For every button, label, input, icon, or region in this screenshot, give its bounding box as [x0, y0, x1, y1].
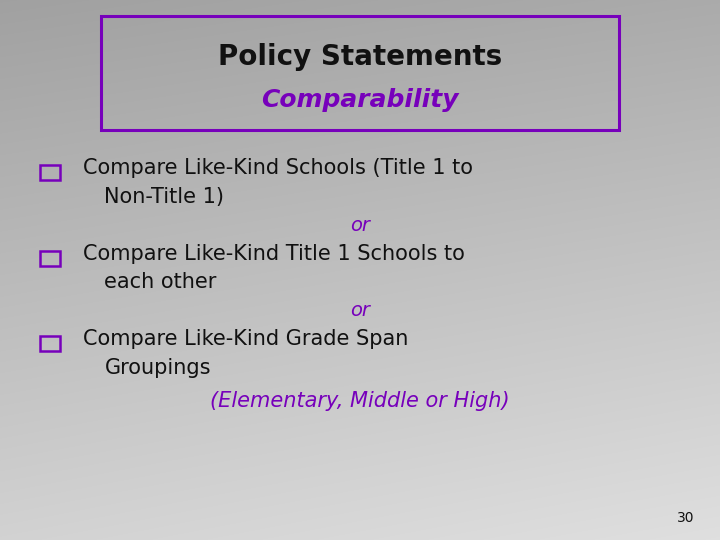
Text: Comparability: Comparability [261, 88, 459, 112]
Text: each other: each other [104, 272, 217, 293]
Text: or: or [350, 301, 370, 320]
Text: Compare Like-Kind Title 1 Schools to: Compare Like-Kind Title 1 Schools to [83, 244, 464, 264]
Text: Compare Like-Kind Grade Span: Compare Like-Kind Grade Span [83, 329, 408, 349]
Text: or: or [350, 215, 370, 235]
Text: Compare Like-Kind Schools (Title 1 to: Compare Like-Kind Schools (Title 1 to [83, 158, 473, 179]
Text: (Elementary, Middle or High): (Elementary, Middle or High) [210, 390, 510, 411]
Text: Non-Title 1): Non-Title 1) [104, 187, 225, 207]
Text: Policy Statements: Policy Statements [218, 43, 502, 71]
Text: 30: 30 [678, 511, 695, 525]
Text: Groupings: Groupings [104, 357, 211, 378]
